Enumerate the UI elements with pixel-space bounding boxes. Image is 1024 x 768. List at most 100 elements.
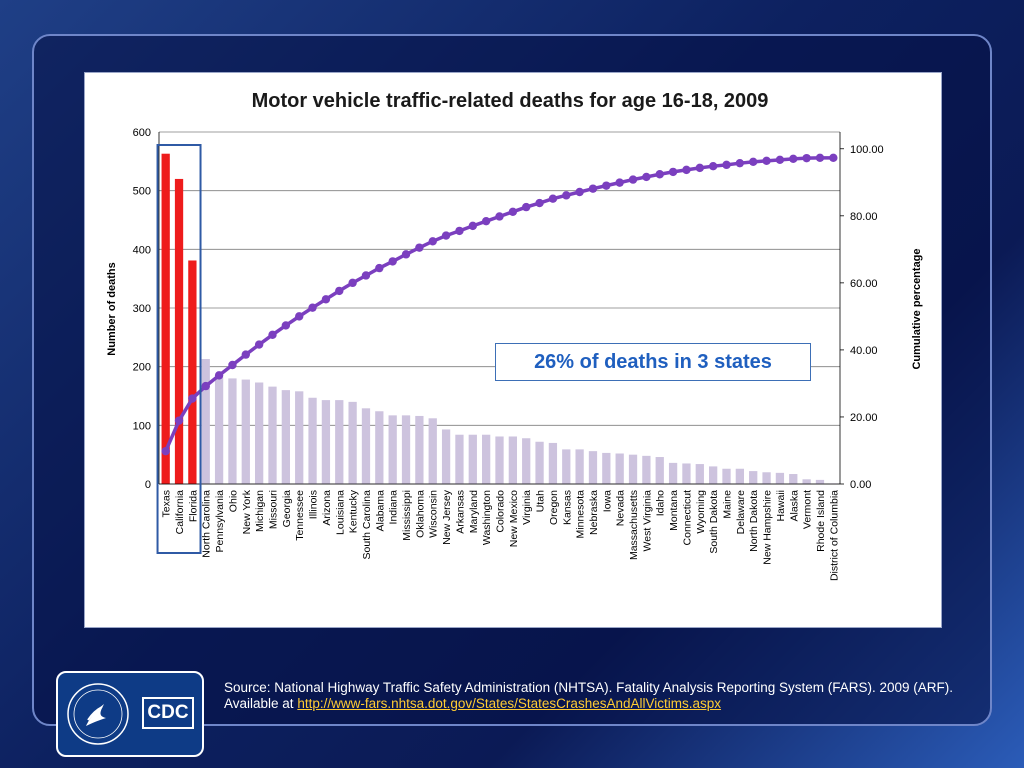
x-tick-label: Louisiana [334,490,346,535]
x-tick-label: Illinois [308,490,320,519]
x-tick-label: Massachusetts [628,490,640,560]
source-citation: Source: National Highway Traffic Safety … [224,680,984,712]
cumulative-point [802,153,811,163]
cumulative-point [254,340,264,349]
x-tick-label: New Hampshire [762,490,774,565]
bar [575,449,584,484]
hhs-eagle-icon [67,683,129,745]
x-tick-label: Florida [187,490,199,522]
bars-layer [161,153,838,484]
y2-tick-label: 60.00 [850,278,878,290]
cumulative-point [722,160,731,170]
bar [468,434,477,484]
cumulative-point [522,202,531,212]
bar [201,359,210,484]
chart-svg: Motor vehicle traffic-related deaths for… [106,90,923,581]
x-tick-label: Nebraska [588,490,600,535]
y2-tick-label: 100.00 [850,144,884,156]
cumulative-line [164,156,834,452]
x-tick-label: Alaska [788,490,800,522]
highlight-box [156,144,202,554]
bar [214,377,224,484]
axis-layer: 0 100 200 300 400 500 600 0.00 20.00 40.00 60.00 80… [133,127,884,581]
cumulative-point [308,303,317,312]
source-text: Source: National Highway Traffic Safety … [224,680,954,711]
y2-axis-label: Cumulative percentage [911,248,923,369]
bar [441,429,451,484]
cumulative-point [228,360,237,370]
bar [161,153,170,484]
bar [174,178,184,484]
cumulative-point [762,156,771,166]
x-tick-label: Minnesota [575,490,587,539]
cumulative-point [789,154,798,164]
x-tick-label: District of Columbia [828,490,840,581]
x-tick-label: Connecticut [681,490,693,546]
cumulative-point [668,167,678,177]
bar [642,455,651,484]
x-tick-label: Maryland [468,490,480,533]
bar [762,472,771,484]
bar [709,466,718,484]
x-tick-label: Indiana [388,490,400,525]
bar [548,442,558,484]
x-tick-label: West Virginia [641,490,653,552]
cumulative-point [268,330,277,340]
x-tick-label: Utah [535,490,547,512]
bar [628,454,638,484]
y-tick-label: 500 [133,186,151,198]
source-link[interactable]: http://www-fars.nhtsa.dot.gov/States/Sta… [297,696,722,711]
cumulative-point [575,187,584,197]
cumulative-point [214,371,224,380]
bar [802,479,811,484]
cumulative-point [708,161,718,171]
x-tick-label: Texas [161,490,173,517]
x-tick-label: Hawaii [775,490,787,522]
cumulative-point [415,243,424,252]
x-tick-label: Pennsylvania [214,490,226,553]
cumulative-point [174,416,184,425]
bar [308,397,317,484]
bar [241,379,250,484]
x-tick-label: Wyoming [695,490,707,534]
bar [668,462,678,484]
x-tick-label: North Dakota [748,490,760,552]
cumulative-point [441,231,451,240]
cumulative-point [401,250,411,259]
y-tick-label: 600 [133,127,151,139]
cumulative-point [188,394,197,403]
bar [415,415,424,484]
y-tick-label: 200 [133,362,151,374]
y2-tick-label: 20.00 [850,412,878,424]
bar [388,415,397,484]
bar [775,472,785,484]
cumulative-point [161,446,170,456]
bar [535,441,544,484]
bar [335,400,344,484]
x-tick-label: Oregon [548,490,560,525]
cumulative-point [775,155,785,165]
bar [815,479,825,484]
x-tick-label: Georgia [281,490,293,528]
x-tick-label: Nevada [615,490,627,526]
cumulative-point [468,221,477,231]
cumulative-point [602,181,611,190]
y-tick-label: 100 [133,420,151,432]
bar [602,452,611,484]
cumulative-point [321,295,331,304]
x-tick-label: New York [241,489,253,534]
cumulative-point [749,157,758,167]
cumulative-point [481,216,491,226]
bar [188,260,197,484]
bar [495,436,504,484]
x-tick-label: Wisconsin [428,490,440,538]
x-tick-label: Missouri [268,490,280,529]
cumulative-point [455,226,464,236]
y-axis-label: Number of deaths [106,262,118,356]
cumulative-point [535,198,544,208]
x-tick-label: New Jersey [441,489,453,545]
cumulative-point [388,257,397,266]
bar [695,464,704,484]
x-tick-label: Kansas [561,490,573,525]
bar [321,400,331,484]
